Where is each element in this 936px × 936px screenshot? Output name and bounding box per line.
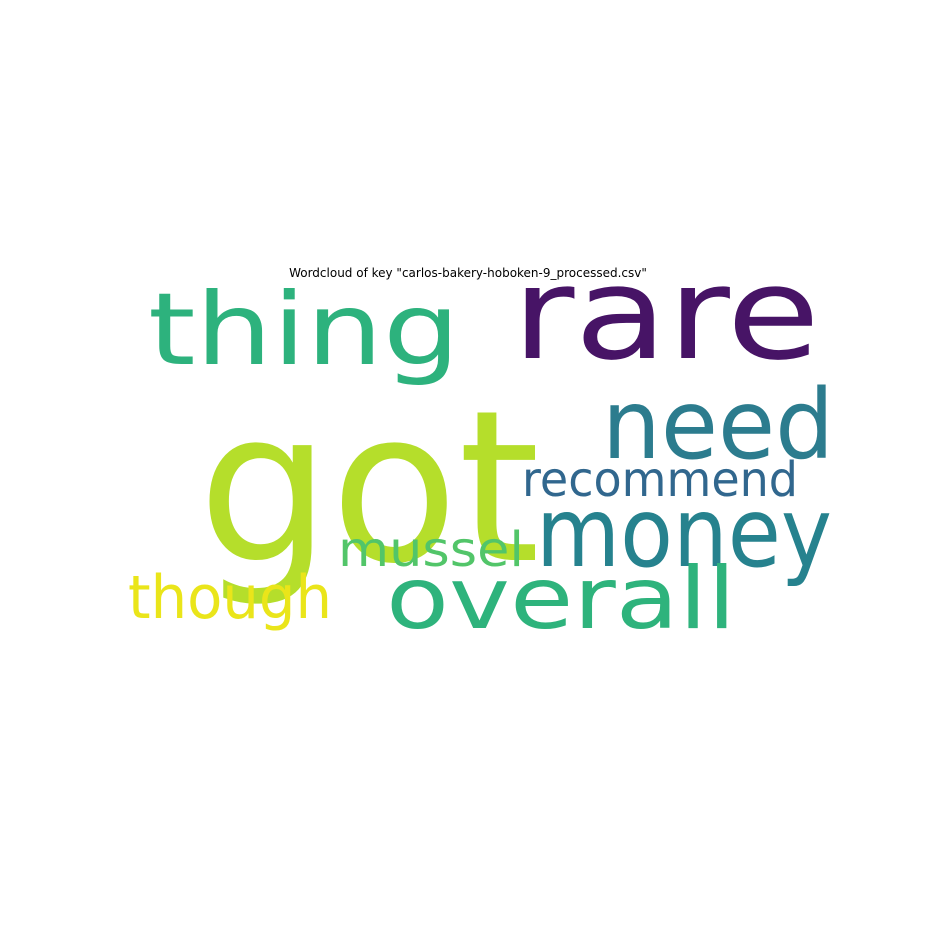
word-mussel: mussel bbox=[338, 522, 524, 578]
chart-title: Wordcloud of key "carlos-bakery-hoboken-… bbox=[289, 266, 647, 280]
word-though: though bbox=[128, 563, 332, 633]
word-money: money bbox=[536, 477, 832, 589]
word-got: got bbox=[198, 365, 540, 610]
word-rare: rare bbox=[512, 240, 820, 389]
word-thing: thing bbox=[148, 271, 460, 388]
word-recommend: recommend bbox=[522, 452, 798, 508]
word-need: need bbox=[602, 369, 834, 481]
word-overall: overall bbox=[386, 549, 736, 649]
